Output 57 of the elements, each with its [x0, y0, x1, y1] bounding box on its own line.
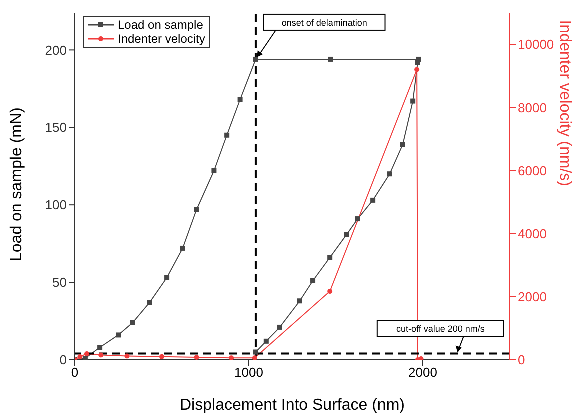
point — [410, 98, 416, 104]
y-tick-label: 0 — [60, 352, 67, 368]
x-tick-label: 2000 — [408, 365, 438, 380]
point — [229, 356, 234, 360]
point — [238, 97, 243, 102]
y-tick-label: 200 — [45, 42, 67, 58]
annotation: onset of delamination — [282, 18, 368, 28]
point — [387, 172, 392, 177]
point — [415, 60, 420, 66]
y-tick-label: 150 — [45, 120, 67, 136]
point — [328, 289, 333, 294]
y-tick-label: 100 — [45, 198, 67, 213]
point — [160, 354, 164, 360]
y2-tick-label: 0 — [518, 352, 526, 368]
point — [414, 67, 420, 72]
x-tick-label: 0 — [71, 365, 79, 380]
ref-line-label: cut-off value 200 nm/s — [396, 324, 486, 334]
point — [164, 275, 170, 280]
point — [224, 132, 230, 138]
point — [212, 168, 217, 174]
point — [328, 255, 333, 260]
point — [194, 207, 200, 212]
point — [124, 354, 130, 359]
point — [277, 324, 282, 330]
point — [147, 300, 152, 306]
legend-label: Load on sample — [118, 18, 204, 32]
point — [78, 354, 83, 360]
point — [98, 352, 104, 358]
point — [370, 198, 376, 203]
y2-tick-label: 8000 — [518, 100, 547, 116]
point — [252, 356, 258, 360]
point — [344, 232, 350, 238]
y2-tick-label: 10000 — [518, 37, 554, 52]
x-tick-label: 1000 — [234, 365, 264, 380]
point — [82, 356, 88, 360]
point — [297, 298, 302, 304]
y-axis-title: Load on sample (mN) — [8, 108, 26, 262]
point — [130, 320, 136, 326]
point — [400, 142, 406, 148]
x-axis-title: Displacement Into Surface (nm) — [180, 397, 405, 414]
point — [253, 56, 258, 62]
y2-tick-label: 4000 — [518, 226, 547, 242]
point — [180, 246, 186, 251]
point — [253, 350, 258, 355]
y-tick-label: 50 — [52, 275, 67, 290]
point — [84, 352, 90, 357]
point — [98, 345, 103, 350]
y2-tick-label: 6000 — [518, 163, 547, 178]
point — [328, 56, 334, 62]
point — [310, 278, 316, 284]
y2-axis-title: Indenter velocity (nm/s) — [556, 20, 574, 186]
point — [194, 354, 200, 360]
legend-label: Indenter velocity — [118, 32, 206, 46]
point — [264, 338, 269, 344]
point — [355, 216, 360, 222]
y2-tick-label: 2000 — [518, 290, 547, 305]
point — [116, 332, 121, 338]
